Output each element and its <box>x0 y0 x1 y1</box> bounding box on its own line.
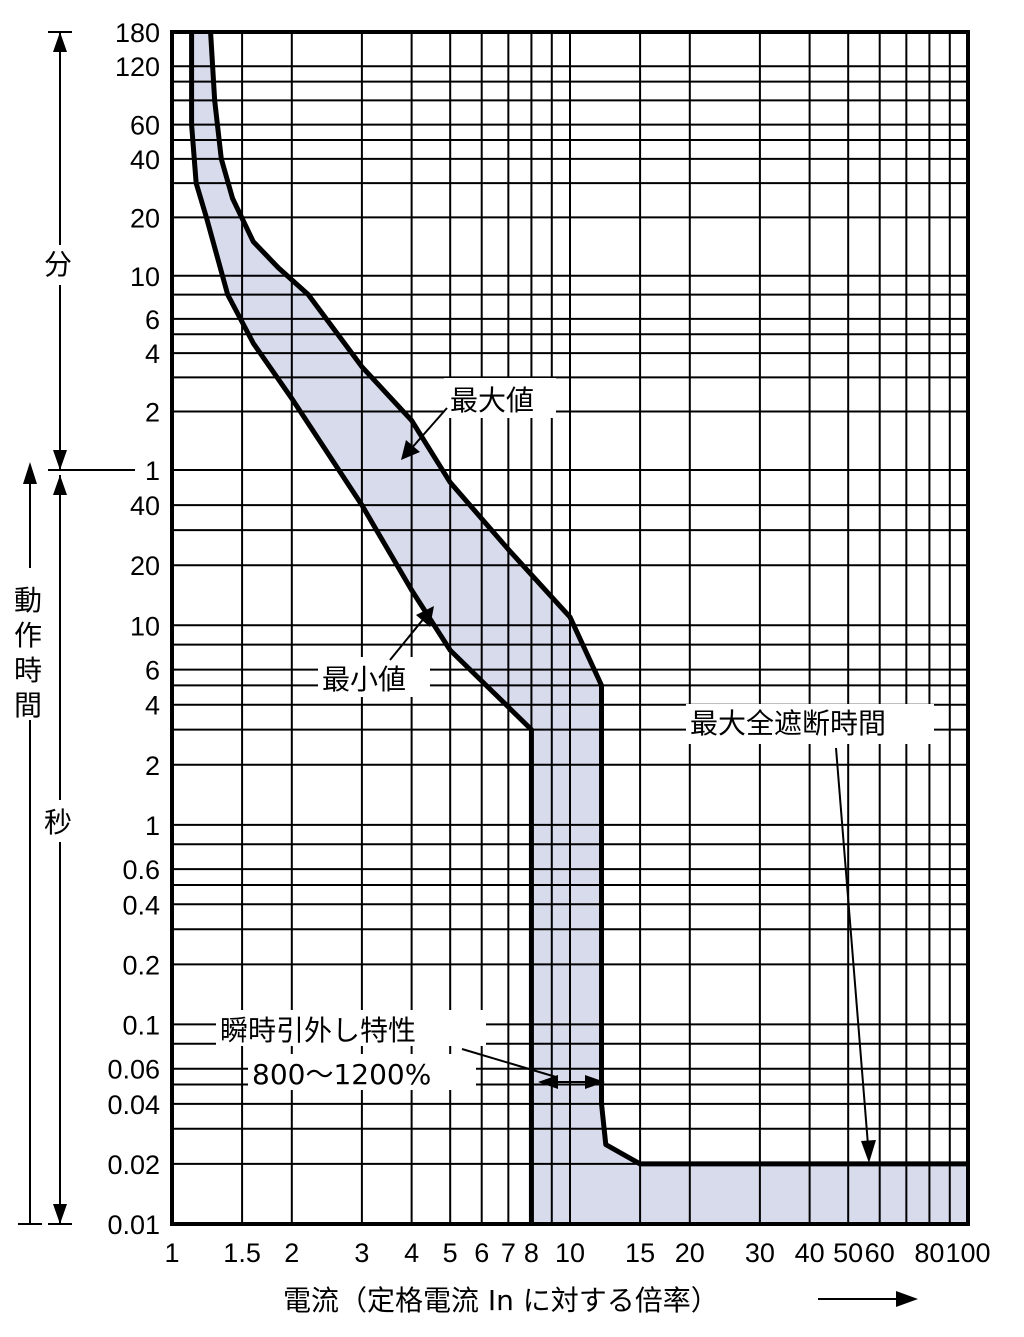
x-tick-label: 1 <box>164 1238 179 1268</box>
annotation-max-arrowhead <box>401 440 420 460</box>
y-label-op-2: 作 <box>14 619 42 652</box>
plot-frame <box>170 30 970 1226</box>
y-tick-label-min: 180 <box>115 18 160 48</box>
y-tick-label-min: 4 <box>145 339 160 369</box>
instant-range-arrowhead-right <box>585 1075 605 1089</box>
y-unit-brackets <box>18 31 135 1225</box>
y-tick-label-sec: 4 <box>145 691 160 721</box>
y-tick-label-sec: 0.04 <box>107 1090 160 1120</box>
y-tick-label-sec: 0.02 <box>107 1150 160 1180</box>
x-tick-label: 3 <box>354 1238 369 1268</box>
y-tick-label-sec: 0.01 <box>107 1210 160 1240</box>
curve-layer <box>189 31 968 1224</box>
x-tick-label: 30 <box>745 1238 775 1268</box>
y-tick-label-sec: 1 <box>145 811 160 841</box>
y-tick-label-sec: 2 <box>145 751 160 781</box>
annotation-instant-leader <box>461 1048 557 1078</box>
curve-min <box>189 32 534 1224</box>
annotation-instant-line2: 800〜1200% <box>252 1058 431 1091</box>
x-tick-label: 1.5 <box>223 1238 261 1268</box>
annotation-total-break-arrowhead <box>861 1140 876 1163</box>
annotation-total-break-leader <box>835 747 869 1146</box>
y-label-seconds: 秒 <box>44 806 72 839</box>
curve-max <box>208 31 968 1167</box>
x-tick-label: 4 <box>404 1238 419 1268</box>
y-tick-label-min: 6 <box>145 305 160 335</box>
y-tick-labels: 180 120 60 40 20 10 6 4 2 1 40 20 10 6 4 2 1 0.6 0.4 0.2 0.1… <box>107 18 160 1240</box>
x-tick-label: 8 <box>524 1238 539 1268</box>
annotation-instant-line1: 瞬時引外し特性 <box>220 1014 416 1047</box>
annotation-max-leader <box>409 407 448 451</box>
y-tick-label-min: 10 <box>130 262 160 292</box>
x-axis-label: 電流（定格電流 In に対する倍率） <box>283 1284 719 1317</box>
trip-band <box>191 32 969 1224</box>
y-tick-label-min: 1 <box>145 456 160 486</box>
x-axis-arrowhead <box>896 1291 918 1307</box>
x-tick-label: 50 <box>833 1238 863 1268</box>
y-label-op-3: 時 <box>14 654 42 687</box>
y-tick-label-min: 20 <box>130 203 160 233</box>
x-tick-label: 20 <box>675 1238 705 1268</box>
x-tick-label: 100 <box>945 1238 990 1268</box>
annotation-min-arrowhead <box>416 606 434 627</box>
y-tick-label-sec: 0.4 <box>122 890 160 920</box>
y-tick-label-sec: 10 <box>130 611 160 641</box>
annotation-min-leader <box>389 616 426 661</box>
x-tick-label: 40 <box>795 1238 825 1268</box>
x-tick-label: 6 <box>474 1238 489 1268</box>
y-label-op-4: 間 <box>14 689 42 722</box>
y-tick-label-sec: 0.1 <box>122 1010 160 1040</box>
x-tick-label: 7 <box>501 1238 516 1268</box>
y-tick-label-min: 60 <box>130 111 160 141</box>
x-tick-label: 5 <box>443 1238 458 1268</box>
annotation-total-break: 最大全遮断時間 <box>690 707 886 740</box>
y-tick-label-min: 40 <box>130 145 160 175</box>
x-tick-label: 2 <box>284 1238 299 1268</box>
y-label-minutes: 分 <box>44 248 72 281</box>
x-tick-label: 15 <box>625 1238 655 1268</box>
y-tick-label-min: 2 <box>145 398 160 428</box>
x-tick-labels: 1 1.5 2 3 4 5 6 7 8 10 15 20 30 40 50 60 80 100 <box>164 1238 990 1268</box>
y-tick-label-sec: 0.6 <box>122 855 160 885</box>
instant-range-arrowhead-left <box>538 1075 558 1089</box>
x-tick-label: 10 <box>555 1238 585 1268</box>
y-tick-label-sec: 20 <box>130 551 160 581</box>
annotation-max: 最大値 <box>450 384 534 417</box>
y-tick-label-min: 120 <box>115 52 160 82</box>
annotation-min: 最小値 <box>322 663 406 696</box>
y-tick-label-sec: 0.2 <box>122 950 160 980</box>
y-tick-label-sec: 6 <box>145 656 160 686</box>
y-tick-label-sec: 40 <box>130 491 160 521</box>
x-tick-label: 60 <box>865 1238 895 1268</box>
trip-band-layer <box>191 32 969 1224</box>
y-tick-label-sec: 0.06 <box>107 1055 160 1085</box>
y-label-op-1: 動 <box>14 584 42 617</box>
x-tick-label: 80 <box>914 1238 944 1268</box>
